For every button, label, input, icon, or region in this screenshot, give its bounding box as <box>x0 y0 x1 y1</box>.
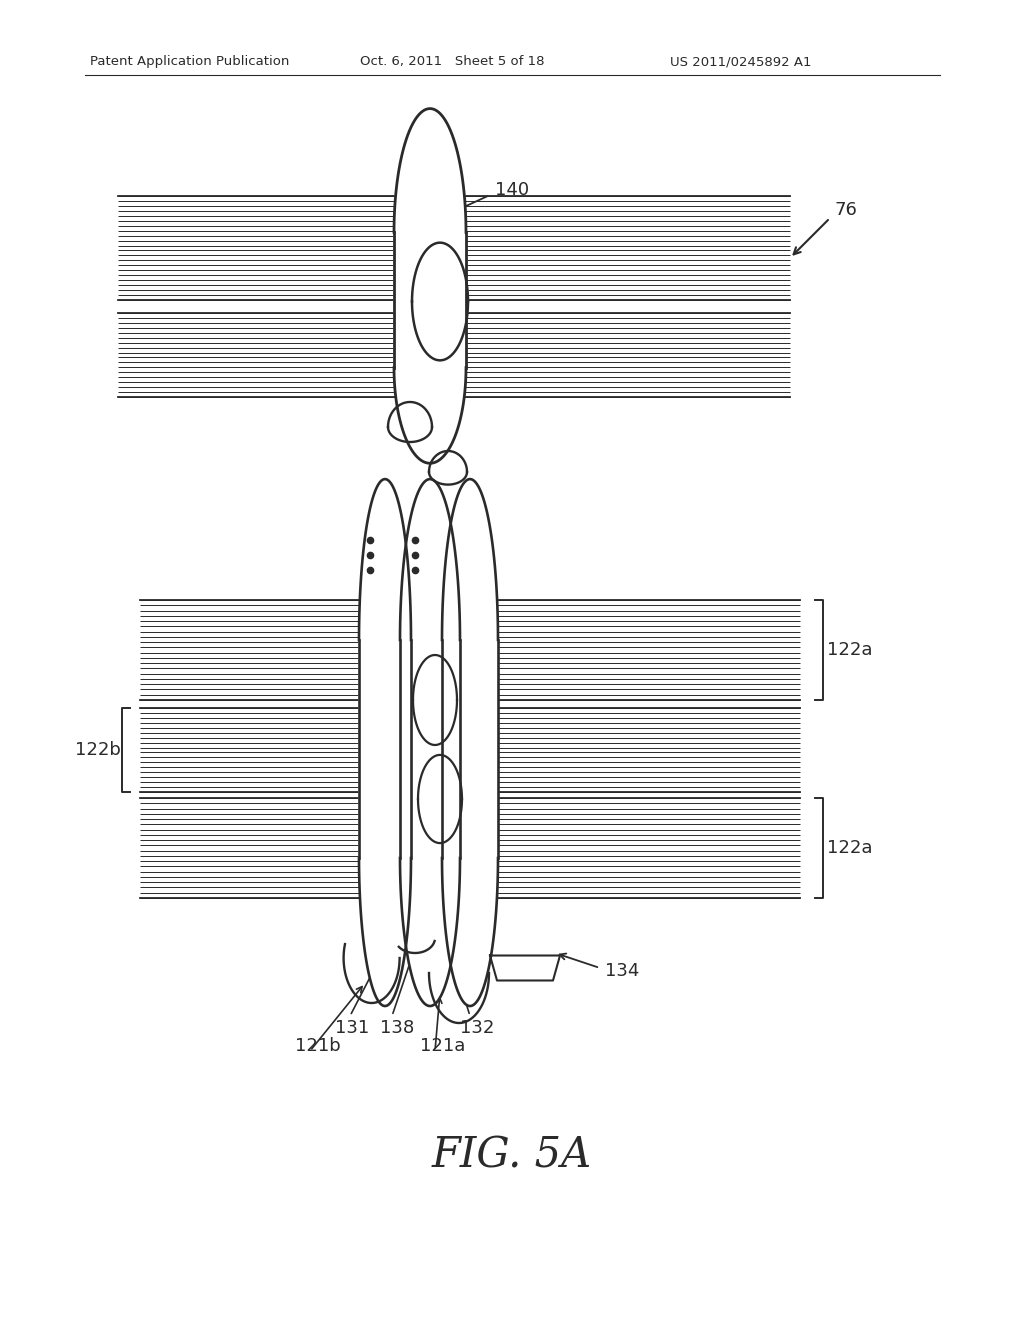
Text: 122a: 122a <box>827 840 872 857</box>
Polygon shape <box>394 108 466 463</box>
Text: 132: 132 <box>460 1019 495 1038</box>
Text: 131: 131 <box>335 1019 370 1038</box>
Text: 138: 138 <box>380 1019 415 1038</box>
Polygon shape <box>413 655 457 744</box>
Text: 121b: 121b <box>295 1038 341 1055</box>
Text: 121a: 121a <box>420 1038 465 1055</box>
Text: 122a: 122a <box>827 642 872 659</box>
Polygon shape <box>429 451 467 484</box>
Text: 140: 140 <box>495 181 529 199</box>
Polygon shape <box>490 956 560 981</box>
Polygon shape <box>412 243 468 360</box>
Polygon shape <box>359 479 411 1006</box>
Text: 76: 76 <box>835 201 858 219</box>
Polygon shape <box>400 479 460 1006</box>
Text: 134: 134 <box>605 962 639 979</box>
Polygon shape <box>388 403 432 442</box>
Polygon shape <box>442 479 498 1006</box>
Text: US 2011/0245892 A1: US 2011/0245892 A1 <box>670 55 811 69</box>
Text: 122b: 122b <box>75 741 121 759</box>
Text: FIG. 5A: FIG. 5A <box>432 1134 592 1176</box>
Polygon shape <box>418 755 462 843</box>
Text: Oct. 6, 2011   Sheet 5 of 18: Oct. 6, 2011 Sheet 5 of 18 <box>360 55 545 69</box>
Text: Patent Application Publication: Patent Application Publication <box>90 55 290 69</box>
